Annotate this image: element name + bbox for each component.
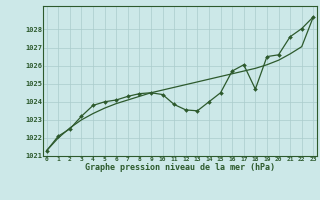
- X-axis label: Graphe pression niveau de la mer (hPa): Graphe pression niveau de la mer (hPa): [85, 163, 275, 172]
